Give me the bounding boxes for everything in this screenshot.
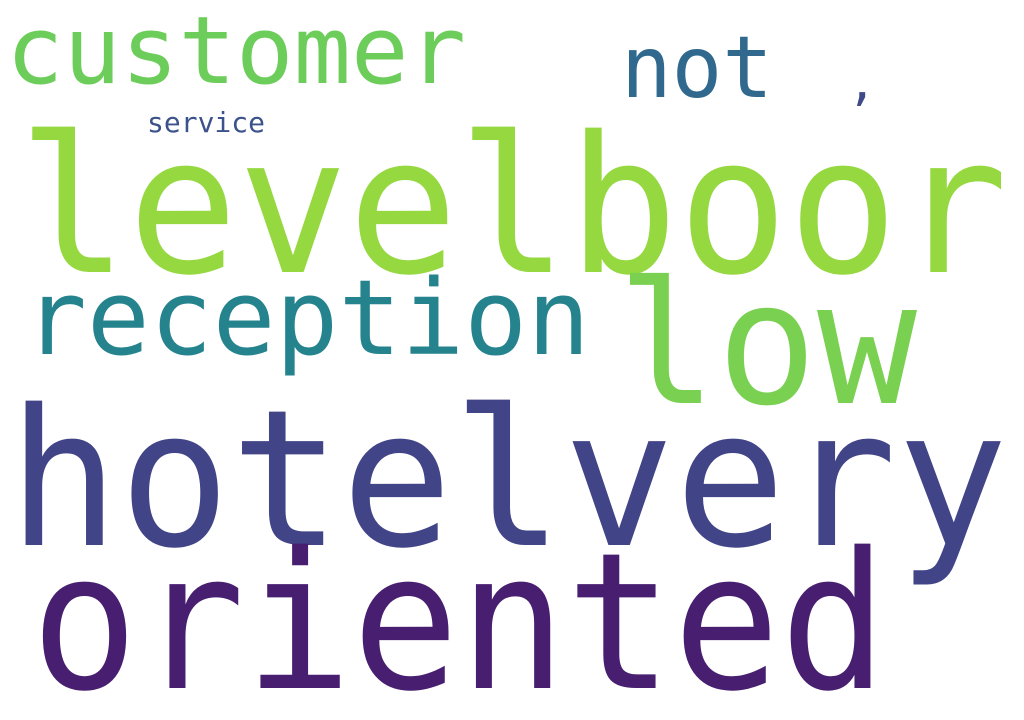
- word-customer: customer: [6, 0, 466, 106]
- word-levelboor: levelboor: [18, 96, 1008, 317]
- word-comma: ,: [848, 55, 877, 111]
- word-low: low: [617, 246, 918, 444]
- word-reception: reception: [24, 257, 590, 379]
- word-service: service: [147, 106, 265, 139]
- word-not: not: [621, 18, 773, 118]
- word-hotelvery: hotelvery: [8, 369, 1008, 590]
- word-oriented: oriented: [31, 512, 887, 720]
